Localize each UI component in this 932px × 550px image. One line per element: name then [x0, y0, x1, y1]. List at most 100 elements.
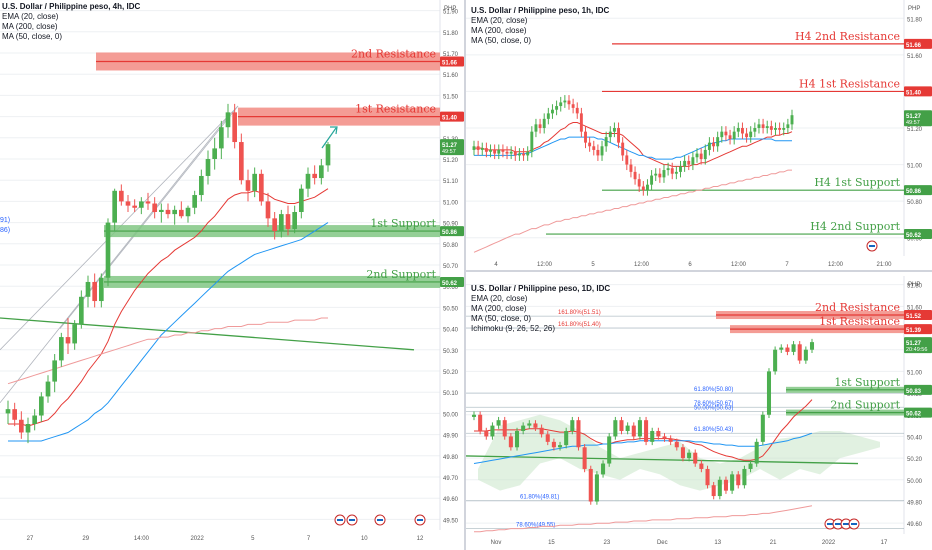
d1-trendline	[465, 455, 859, 465]
h1-candle-body	[596, 149, 600, 156]
left-price-badge	[440, 276, 464, 287]
d1-fib-label: 61.80%(50.43)	[694, 427, 733, 433]
left-y-tick-label: 51.90	[443, 10, 459, 16]
h1-candle-body	[774, 128, 777, 130]
d1-candle-body	[668, 438, 673, 442]
h1-candle-body	[687, 160, 691, 165]
h1-candle-body	[716, 137, 720, 147]
left-candle-body	[312, 173, 317, 179]
left-candle-body	[45, 381, 51, 397]
left-candle-body	[319, 165, 324, 179]
d1-candle-body	[723, 479, 728, 491]
d1-price-badge	[904, 407, 932, 418]
h1-indicator-ma50: MA (50, close, 0)	[471, 36, 532, 45]
left-candle-body	[25, 424, 31, 433]
h1-y-tick-label: 50.80	[907, 200, 923, 206]
left-y-tick-label: 49.90	[443, 434, 459, 440]
h1-candle-body	[592, 146, 596, 150]
h1-candles	[472, 95, 794, 196]
h1-candle-body	[493, 149, 497, 154]
d1-indicator-ema: EMA (20, close)	[471, 294, 528, 303]
left-x-tick-label: 7	[307, 536, 311, 542]
left-indicator-ma200: MA (200, close)	[2, 22, 58, 31]
left-x-tick-label: 27	[27, 536, 34, 542]
left-y-tick-label: 51.60	[443, 73, 459, 79]
h1-candle-body	[621, 142, 625, 156]
h1-flag-icons	[866, 240, 878, 252]
h1-candle-body	[745, 133, 749, 138]
left-candle-body	[212, 148, 217, 159]
left-candle-body	[239, 142, 244, 181]
h1-x-tick-label: 12:00	[634, 262, 650, 268]
left-x-axis: 27 29 14:00 2022 5 7 10 12	[27, 536, 424, 542]
left-level-label-s1: 1st Support	[370, 217, 436, 230]
h1-candle-body	[703, 149, 707, 160]
h1-candle-body	[513, 151, 517, 156]
d1-candle-body	[693, 452, 698, 464]
left-y-tick-label: 50.00	[443, 412, 459, 418]
d1-candle-body	[791, 344, 796, 352]
left-price-badge-value: 51.27	[442, 143, 458, 149]
h1-candle-body	[765, 126, 769, 128]
h1-candle-body	[666, 168, 670, 171]
d1-candle-body	[582, 447, 587, 469]
h1-candle-body	[633, 171, 637, 180]
left-candle-body	[145, 201, 151, 204]
left-candle-body	[119, 190, 124, 202]
h1-candle-body	[650, 175, 654, 185]
h1-candle-body	[683, 160, 687, 167]
d1-candle-body	[809, 342, 815, 350]
d1-flag-icon-stripe	[843, 523, 849, 525]
h1-candle-body	[629, 164, 633, 172]
d1-candle-body	[588, 468, 593, 502]
left-y-tick-label: 50.70	[443, 264, 459, 270]
h1-candle-body	[608, 131, 612, 138]
left-candle-body	[272, 218, 277, 232]
d1-price-badge-value: 51.39	[906, 328, 922, 334]
left-level-label-s2: 2nd Support	[366, 268, 436, 281]
h1-candle-body	[753, 128, 757, 132]
left-level-label-r2: 2nd Resistance	[351, 47, 436, 60]
left-chart-group: 51.9051.8051.7051.6051.5051.4051.3051.20…	[0, 0, 464, 542]
left-indicator-ma50: MA (50, close, 0)	[2, 32, 63, 41]
d1-x-tick-label: Dec	[657, 540, 668, 546]
d1-price-badge-value: 51.52	[906, 314, 922, 320]
left-price-badge-value: 51.66	[442, 60, 458, 66]
left-candle-body	[179, 209, 184, 217]
left-candle-body	[152, 203, 157, 212]
h1-candle-body	[641, 186, 645, 191]
left-candle-body	[32, 415, 37, 424]
left-flag-icon-stripe	[337, 519, 343, 521]
h1-price-badge	[904, 229, 932, 240]
h1-legend: U.S. Dollar / Philippine peso, 1h, IDC E…	[471, 6, 609, 46]
h1-candle-body	[790, 115, 794, 125]
h1-level-label-s1: H4 1st Support	[814, 176, 900, 189]
h1-candle-body	[534, 124, 538, 132]
left-x-tick-label: 5	[251, 536, 255, 542]
h1-candle-body	[728, 135, 732, 139]
left-price-badge	[440, 139, 464, 156]
h1-candle-body	[691, 157, 695, 165]
left-flag-icon-stripe	[377, 519, 383, 521]
d1-fib-label: 161.80%(51.51)	[558, 310, 601, 316]
d1-candle-body	[558, 445, 563, 448]
h1-price-badge	[904, 38, 932, 49]
d1-candle-body	[760, 414, 765, 442]
left-candle-body	[205, 159, 211, 176]
d1-candle-body	[576, 420, 581, 448]
h1-candle-body	[604, 137, 608, 147]
h1-candle-body	[707, 142, 711, 150]
d1-candle-body	[471, 414, 477, 417]
h1-level-label-r2: H4 2nd Resistance	[795, 30, 900, 43]
h1-price-badge-value: 51.40	[906, 90, 922, 96]
left-price-badge-value: 51.40	[442, 116, 458, 122]
panel-divider-horizontal	[466, 270, 932, 272]
d1-candle-body	[766, 371, 772, 415]
left-candle-body	[299, 188, 304, 212]
d1-y-tick-label: 49.80	[907, 500, 923, 506]
d1-fib-label: 161.80%(51.40)	[558, 322, 601, 328]
d1-fib-label: 61.80%(49.81)	[520, 494, 559, 500]
h1-candle-body	[612, 128, 616, 132]
